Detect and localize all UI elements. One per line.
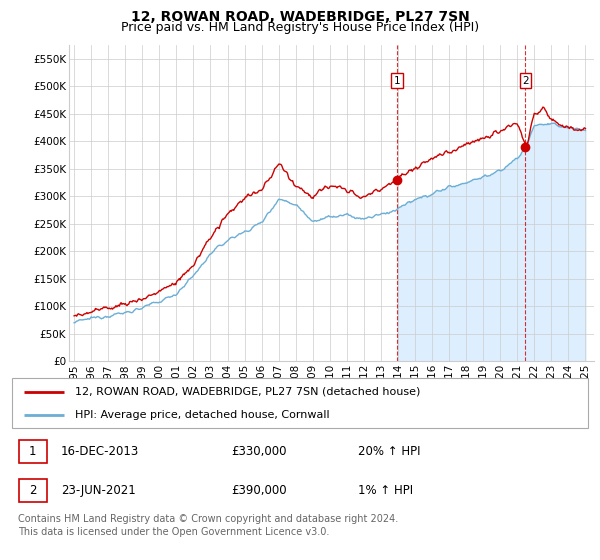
Text: 2: 2 [29, 484, 37, 497]
Text: 16-DEC-2013: 16-DEC-2013 [61, 445, 139, 458]
Text: Contains HM Land Registry data © Crown copyright and database right 2024.
This d: Contains HM Land Registry data © Crown c… [18, 514, 398, 537]
Text: 20% ↑ HPI: 20% ↑ HPI [358, 445, 420, 458]
FancyBboxPatch shape [12, 378, 588, 428]
FancyBboxPatch shape [19, 479, 47, 502]
Text: £330,000: £330,000 [231, 445, 286, 458]
Text: 1% ↑ HPI: 1% ↑ HPI [358, 484, 413, 497]
FancyBboxPatch shape [19, 440, 47, 463]
Text: 12, ROWAN ROAD, WADEBRIDGE, PL27 7SN: 12, ROWAN ROAD, WADEBRIDGE, PL27 7SN [131, 10, 469, 24]
Text: 12, ROWAN ROAD, WADEBRIDGE, PL27 7SN (detached house): 12, ROWAN ROAD, WADEBRIDGE, PL27 7SN (de… [76, 386, 421, 396]
Text: 23-JUN-2021: 23-JUN-2021 [61, 484, 136, 497]
Text: Price paid vs. HM Land Registry's House Price Index (HPI): Price paid vs. HM Land Registry's House … [121, 21, 479, 34]
Text: 2: 2 [522, 76, 529, 86]
Text: 1: 1 [394, 76, 401, 86]
Text: HPI: Average price, detached house, Cornwall: HPI: Average price, detached house, Corn… [76, 410, 330, 420]
Text: 1: 1 [29, 445, 37, 458]
Text: £390,000: £390,000 [231, 484, 287, 497]
